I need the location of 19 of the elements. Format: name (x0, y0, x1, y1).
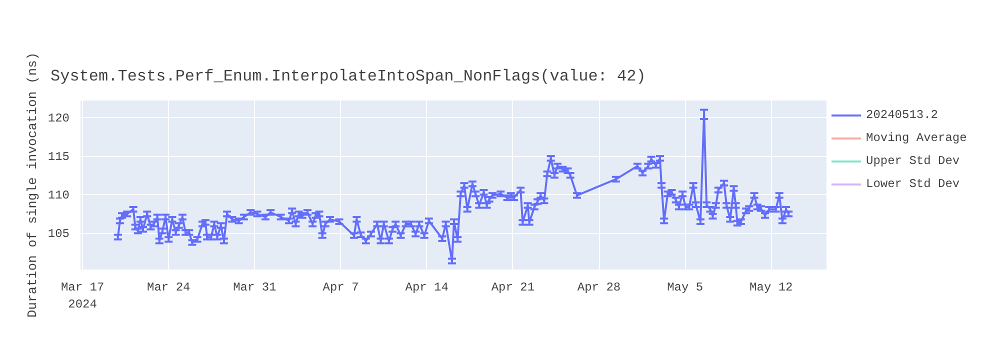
y-tick-label: 120 (48, 111, 70, 126)
x-tick-label: Apr 14 (405, 280, 448, 294)
x-tick-label: Apr 21 (491, 280, 535, 294)
y-tick-label: 105 (48, 227, 70, 242)
x-tick-label: Mar 17 2024 (60, 280, 104, 312)
legend-label: 20240513.2 (866, 108, 938, 122)
x-tick-label: Mar 31 (233, 280, 276, 294)
x-tick-label: Mar 24 (147, 280, 190, 294)
chart-title: System.Tests.Perf_Enum.InterpolateIntoSpan_NonFlags(value: 42) (50, 68, 646, 86)
y-axis-title: Duration of single invocation (ns) (24, 52, 40, 318)
legend-label: Lower Std Dev (866, 177, 960, 191)
y-tick-label: 115 (48, 150, 70, 164)
x-tick-label: May 12 (750, 280, 793, 294)
x-tick-label: May 5 (667, 280, 704, 294)
legend-label: Moving Average (866, 131, 967, 145)
legend-label: Upper Std Dev (866, 154, 960, 168)
x-tick-label: Apr 28 (577, 280, 621, 294)
y-tick-label: 110 (48, 188, 70, 203)
x-tick-label: Apr 7 (322, 280, 359, 294)
